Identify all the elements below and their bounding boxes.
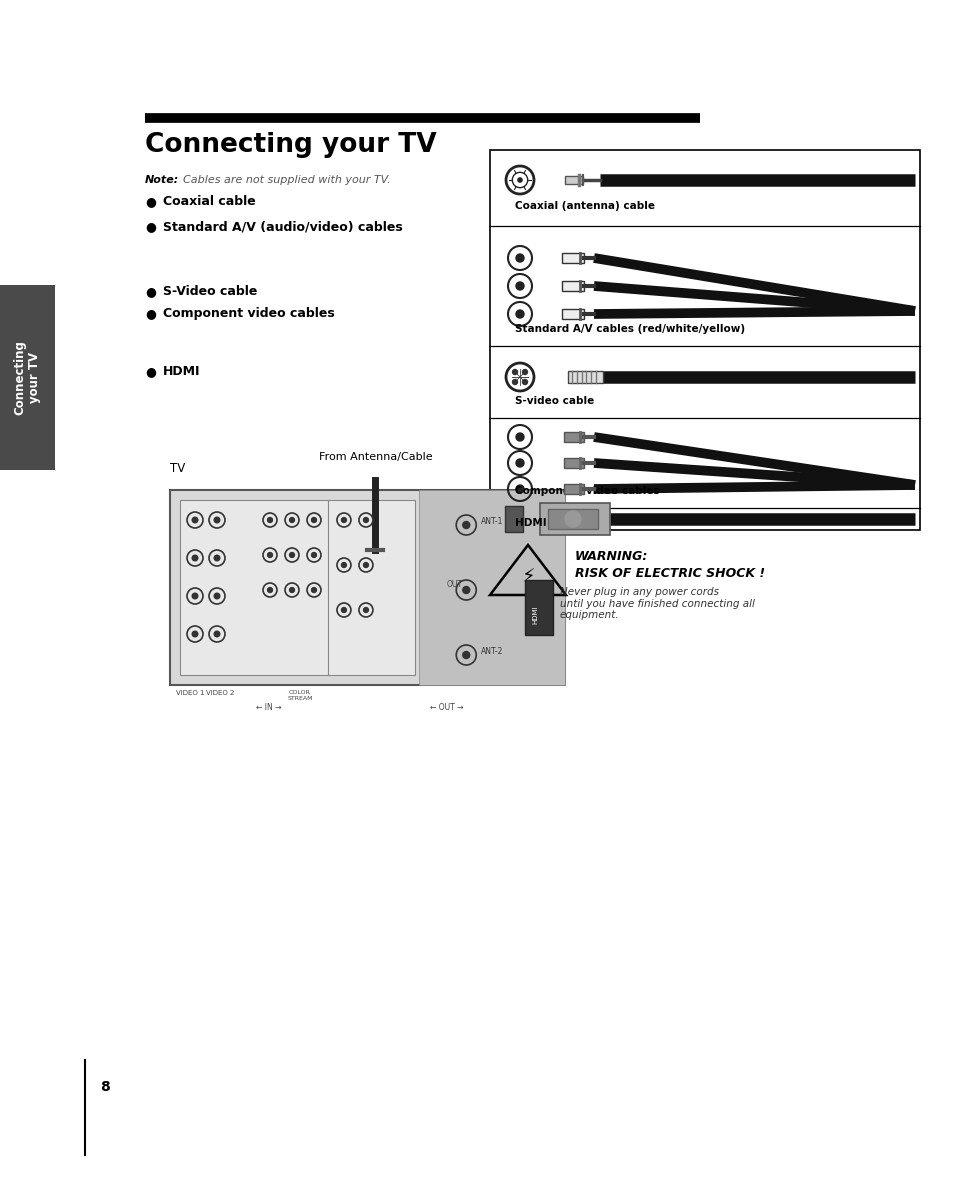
Text: Coaxial (antenna) cable: Coaxial (antenna) cable xyxy=(515,201,655,211)
FancyBboxPatch shape xyxy=(328,500,415,675)
FancyBboxPatch shape xyxy=(563,432,583,442)
FancyBboxPatch shape xyxy=(561,282,583,291)
FancyBboxPatch shape xyxy=(564,176,582,184)
Circle shape xyxy=(214,593,219,599)
FancyBboxPatch shape xyxy=(418,489,564,685)
Text: ●: ● xyxy=(145,365,155,378)
Text: ●: ● xyxy=(145,285,155,298)
Text: From Antenna/Cable: From Antenna/Cable xyxy=(318,451,432,462)
Text: Connecting your TV: Connecting your TV xyxy=(145,132,436,158)
Text: ANT-1: ANT-1 xyxy=(480,517,503,526)
Circle shape xyxy=(363,607,368,613)
Circle shape xyxy=(512,379,517,385)
FancyBboxPatch shape xyxy=(180,500,330,675)
Text: HDMI: HDMI xyxy=(532,606,537,624)
FancyBboxPatch shape xyxy=(563,459,583,468)
Text: HDMI cable: HDMI cable xyxy=(515,518,581,527)
Text: Standard A/V (audio/video) cables: Standard A/V (audio/video) cables xyxy=(163,220,402,233)
Text: ← OUT →: ← OUT → xyxy=(429,703,463,712)
Text: ●: ● xyxy=(145,307,155,320)
FancyBboxPatch shape xyxy=(547,508,598,529)
Text: OUT: OUT xyxy=(446,580,462,589)
Circle shape xyxy=(192,631,197,637)
Circle shape xyxy=(290,518,294,523)
Circle shape xyxy=(512,369,517,374)
Circle shape xyxy=(312,588,316,593)
Text: ANT-2: ANT-2 xyxy=(480,647,503,656)
FancyBboxPatch shape xyxy=(561,309,583,320)
Circle shape xyxy=(290,552,294,557)
Text: HDMI: HDMI xyxy=(163,365,200,378)
Text: WARNING:: WARNING: xyxy=(575,550,648,563)
Text: Component video cables: Component video cables xyxy=(515,486,659,497)
Circle shape xyxy=(214,555,219,561)
Circle shape xyxy=(267,518,273,523)
Text: TV: TV xyxy=(170,462,185,475)
Text: ⚡: ⚡ xyxy=(520,568,535,587)
Circle shape xyxy=(214,631,219,637)
Circle shape xyxy=(341,607,346,613)
Text: 8: 8 xyxy=(100,1080,110,1094)
Text: RISK OF ELECTRIC SHOCK !: RISK OF ELECTRIC SHOCK ! xyxy=(575,567,764,580)
Text: Cables are not supplied with your TV.: Cables are not supplied with your TV. xyxy=(183,175,390,185)
FancyBboxPatch shape xyxy=(504,506,522,532)
FancyBboxPatch shape xyxy=(563,484,583,494)
Circle shape xyxy=(363,563,368,568)
Circle shape xyxy=(516,459,523,467)
FancyBboxPatch shape xyxy=(567,371,602,383)
Circle shape xyxy=(341,518,346,523)
Circle shape xyxy=(312,552,316,557)
Text: Never plug in any power cords
until you have finished connecting all
equipment.: Never plug in any power cords until you … xyxy=(559,587,754,620)
Circle shape xyxy=(522,379,527,385)
FancyBboxPatch shape xyxy=(561,253,583,263)
Circle shape xyxy=(462,651,469,658)
FancyBboxPatch shape xyxy=(524,580,553,636)
Text: ●: ● xyxy=(145,220,155,233)
Text: Connecting
your TV: Connecting your TV xyxy=(13,340,42,415)
Text: ← IN →: ← IN → xyxy=(255,703,281,712)
Circle shape xyxy=(516,254,523,263)
Circle shape xyxy=(516,282,523,290)
Circle shape xyxy=(564,511,580,527)
Circle shape xyxy=(516,310,523,318)
FancyBboxPatch shape xyxy=(0,285,55,470)
Text: VIDEO 2: VIDEO 2 xyxy=(206,690,233,696)
Text: Coaxial cable: Coaxial cable xyxy=(163,195,255,208)
Circle shape xyxy=(214,517,219,523)
Text: Standard A/V cables (red/white/yellow): Standard A/V cables (red/white/yellow) xyxy=(515,324,744,334)
Circle shape xyxy=(516,485,523,493)
Text: Component video cables: Component video cables xyxy=(163,307,335,320)
Circle shape xyxy=(516,432,523,441)
Circle shape xyxy=(517,178,521,182)
Circle shape xyxy=(312,518,316,523)
Circle shape xyxy=(341,563,346,568)
Circle shape xyxy=(192,593,197,599)
Circle shape xyxy=(192,555,197,561)
Circle shape xyxy=(267,588,273,593)
Circle shape xyxy=(462,587,469,594)
Text: COLOR
STREAM: COLOR STREAM xyxy=(287,690,313,701)
Circle shape xyxy=(363,518,368,523)
Text: VIDEO 1: VIDEO 1 xyxy=(175,690,204,696)
Circle shape xyxy=(290,588,294,593)
FancyBboxPatch shape xyxy=(539,503,609,535)
Text: ●: ● xyxy=(145,195,155,208)
Text: S-video cable: S-video cable xyxy=(515,396,594,406)
Circle shape xyxy=(192,517,197,523)
FancyBboxPatch shape xyxy=(490,150,919,530)
Text: Note:: Note: xyxy=(145,175,179,185)
FancyBboxPatch shape xyxy=(170,489,564,685)
Circle shape xyxy=(267,552,273,557)
Circle shape xyxy=(522,369,527,374)
Circle shape xyxy=(462,522,469,529)
Text: S-Video cable: S-Video cable xyxy=(163,285,257,298)
